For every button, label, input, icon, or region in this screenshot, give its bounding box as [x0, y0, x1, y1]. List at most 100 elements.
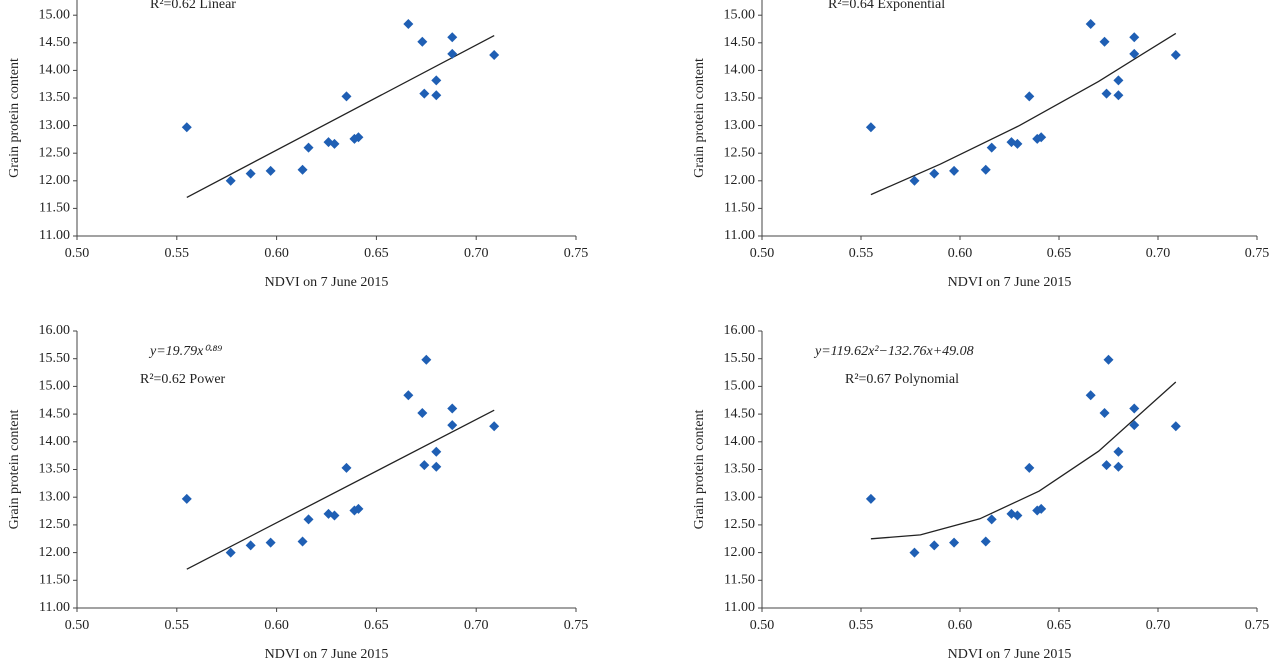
y-tick-label: 13.00 [39, 489, 71, 504]
data-point [865, 493, 876, 504]
data-point [419, 460, 430, 471]
x-tick-label: 0.60 [948, 618, 973, 633]
x-tick-label: 0.75 [1245, 246, 1270, 261]
y-tick-label: 12.50 [724, 517, 756, 532]
y-tick-label: 13.00 [39, 118, 71, 133]
data-point [1099, 36, 1110, 47]
x-tick-label: 0.70 [1146, 246, 1171, 261]
data-point [431, 446, 442, 457]
annotation: R²=0.67 Polynomial [845, 372, 959, 387]
data-point [1101, 460, 1112, 471]
y-tick-label: 14.00 [724, 434, 756, 449]
x-tick-label: 0.70 [464, 618, 489, 633]
x-tick-label: 0.65 [1047, 618, 1072, 633]
y-tick-label: 11.00 [724, 228, 755, 243]
y-tick-label: 11.50 [39, 201, 70, 216]
y-tick-label: 12.50 [39, 145, 71, 160]
y-tick-label: 15.00 [724, 379, 756, 394]
x-axis-title: NDVI on 7 June 2015 [948, 275, 1072, 290]
data-point [1099, 407, 1110, 418]
x-tick-label: 0.50 [65, 246, 90, 261]
data-point [245, 168, 256, 179]
y-tick-label: 14.00 [724, 63, 756, 78]
y-axis-title: Grain protein content [7, 410, 22, 530]
data-point [489, 49, 500, 60]
fit-line [186, 35, 495, 198]
y-tick-label: 12.00 [39, 545, 71, 560]
y-tick-label: 15.50 [724, 351, 756, 366]
data-point [980, 164, 991, 175]
data-point [297, 164, 308, 175]
data-point [329, 510, 340, 521]
data-point [353, 503, 364, 514]
data-point [1024, 91, 1035, 102]
y-axis-title: Grain protein content [692, 410, 707, 530]
y-tick-label: 12.00 [39, 173, 71, 188]
data-point [1085, 390, 1096, 401]
data-point [329, 138, 340, 149]
data-point [1129, 32, 1140, 43]
y-tick-label: 11.50 [724, 201, 755, 216]
y-tick-label: 14.00 [39, 63, 71, 78]
data-point [417, 36, 428, 47]
y-tick-label: 14.50 [39, 406, 71, 421]
data-point [1103, 354, 1114, 365]
x-tick-label: 0.50 [65, 618, 90, 633]
y-tick-label: 14.50 [39, 35, 71, 50]
data-point [245, 540, 256, 551]
annotation: R²=0.62 Linear [150, 0, 236, 12]
data-point [1170, 49, 1181, 60]
y-tick-label: 13.50 [39, 90, 71, 105]
y-tick-label: 11.00 [724, 600, 755, 615]
fit-line [870, 32, 1177, 196]
data-point [1113, 446, 1124, 457]
y-tick-label: 11.50 [724, 573, 755, 588]
data-point [303, 514, 314, 525]
y-tick-label: 16.00 [724, 323, 756, 338]
y-tick-label: 13.50 [724, 462, 756, 477]
data-point [1113, 90, 1124, 101]
data-point [447, 32, 458, 43]
y-axis-title: Grain protein content [692, 58, 707, 178]
data-point [1012, 510, 1023, 521]
x-tick-label: 0.75 [564, 618, 589, 633]
x-tick-label: 0.50 [750, 246, 775, 261]
data-point [949, 165, 960, 176]
y-tick-label: 11.00 [39, 228, 70, 243]
x-tick-label: 0.70 [1146, 618, 1171, 633]
x-tick-label: 0.55 [165, 246, 190, 261]
data-point [1036, 503, 1047, 514]
data-point [949, 537, 960, 548]
data-point [1129, 48, 1140, 59]
data-point [403, 390, 414, 401]
y-tick-label: 14.50 [724, 35, 756, 50]
data-point [225, 547, 236, 558]
data-point [225, 175, 236, 186]
annotation: y=119.62x²−132.76x+49.08 [813, 344, 974, 359]
x-axis-title: NDVI on 7 June 2015 [265, 647, 389, 662]
y-tick-label: 16.00 [39, 323, 71, 338]
data-point [431, 75, 442, 86]
data-point [181, 493, 192, 504]
y-tick-label: 13.50 [39, 462, 71, 477]
data-point [929, 540, 940, 551]
x-tick-label: 0.60 [948, 246, 973, 261]
x-tick-label: 0.65 [364, 246, 389, 261]
y-tick-label: 11.50 [39, 573, 70, 588]
data-point [447, 420, 458, 431]
data-point [303, 142, 314, 153]
data-point [265, 165, 276, 176]
data-point [1012, 138, 1023, 149]
x-tick-label: 0.65 [364, 618, 389, 633]
data-point [929, 168, 940, 179]
y-tick-label: 14.00 [39, 434, 71, 449]
x-tick-label: 0.75 [1245, 618, 1270, 633]
y-tick-label: 13.00 [724, 118, 756, 133]
y-tick-label: 13.50 [724, 90, 756, 105]
y-tick-label: 15.50 [39, 351, 71, 366]
data-point [297, 536, 308, 547]
data-point [181, 122, 192, 133]
data-point [353, 132, 364, 143]
annotation: R²=0.62 Power [140, 372, 226, 387]
data-point [986, 514, 997, 525]
